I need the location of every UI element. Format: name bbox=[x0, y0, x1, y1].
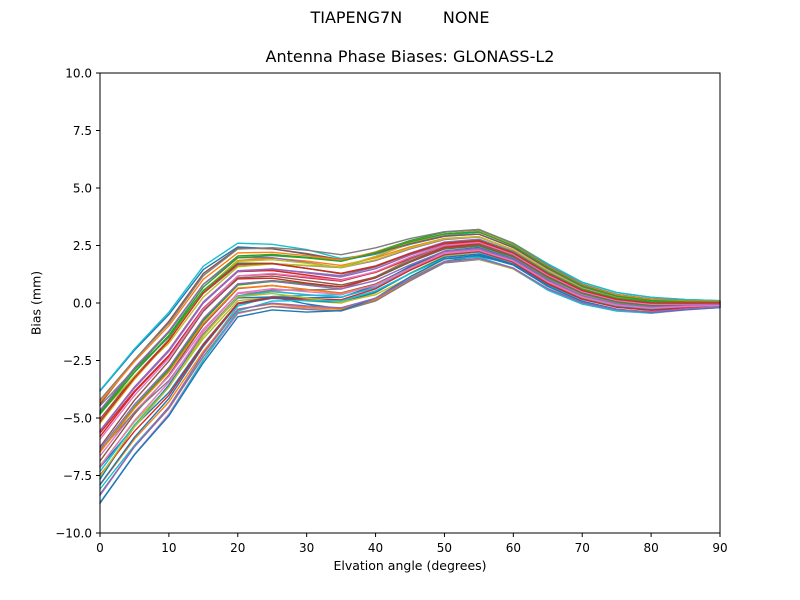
x-tick-label: 20 bbox=[230, 541, 245, 555]
y-tick-label: −10.0 bbox=[55, 527, 92, 541]
y-tick-label: 0.0 bbox=[73, 297, 92, 311]
x-axis-label: Elvation angle (degrees) bbox=[333, 558, 487, 573]
y-tick-label: 7.5 bbox=[73, 124, 92, 138]
bias-line bbox=[99, 256, 721, 504]
x-tick-label: 50 bbox=[437, 541, 452, 555]
y-tick-label: −7.5 bbox=[63, 469, 92, 483]
chart-title: Antenna Phase Biases: GLONASS-L2 bbox=[265, 47, 555, 66]
bias-line bbox=[99, 241, 721, 441]
bias-line bbox=[99, 240, 721, 423]
y-tick-label: 2.5 bbox=[73, 239, 92, 253]
x-tick-label: 60 bbox=[506, 541, 521, 555]
y-tick-label: 5.0 bbox=[73, 182, 92, 196]
y-tick-label: −5.0 bbox=[63, 412, 92, 426]
x-tick-label: 80 bbox=[643, 541, 658, 555]
y-tick-label: 10.0 bbox=[65, 67, 92, 81]
bias-line bbox=[99, 250, 721, 476]
figure-suptitle: TIAPENG7N NONE bbox=[310, 8, 490, 27]
x-tick-label: 40 bbox=[368, 541, 383, 555]
bias-line bbox=[99, 249, 721, 468]
x-tick-label: 70 bbox=[575, 541, 590, 555]
bias-line bbox=[99, 231, 721, 414]
x-tick-label: 90 bbox=[712, 541, 727, 555]
y-tick-label: −2.5 bbox=[63, 354, 92, 368]
x-tick-label: 0 bbox=[96, 541, 104, 555]
bias-line bbox=[99, 257, 721, 497]
bias-line bbox=[99, 236, 721, 411]
bias-line bbox=[99, 247, 721, 450]
x-tick-label: 10 bbox=[161, 541, 176, 555]
x-tick-label: 30 bbox=[299, 541, 314, 555]
